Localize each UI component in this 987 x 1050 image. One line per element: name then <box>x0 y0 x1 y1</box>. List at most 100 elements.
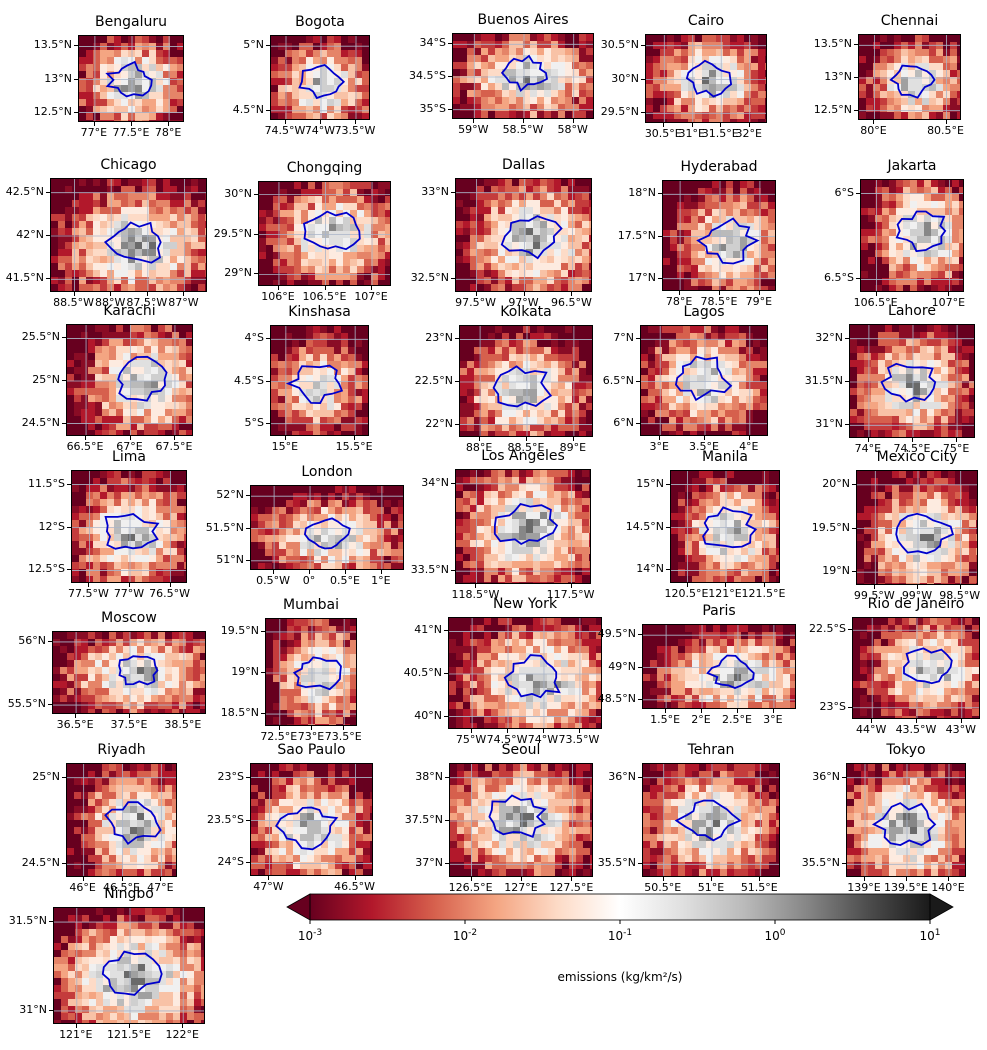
lon-tick-label: 37.5°E <box>110 718 148 731</box>
map-frame <box>265 618 357 726</box>
lat-tick-mark <box>445 820 449 821</box>
lat-tick-label: 5°N <box>243 38 264 52</box>
lat-tick-mark <box>856 192 860 194</box>
lon-tick-mark <box>956 438 958 442</box>
lat-tick-mark <box>48 640 52 642</box>
lon-tick-label: 98.5°W <box>939 589 981 602</box>
lat-tick-label: 14.5°N <box>625 519 664 533</box>
lat-tick-label: 38°N <box>415 769 443 783</box>
lat-tick-mark <box>638 698 642 700</box>
lat-tick-mark <box>845 337 849 339</box>
lon-tick-mark <box>371 286 373 290</box>
lat-tick-mark <box>451 278 455 280</box>
lon-tick-mark <box>906 877 907 881</box>
lon-tick-label: 74°E <box>854 442 882 455</box>
lon-tick-mark <box>748 436 750 440</box>
lat-tick-mark <box>641 44 645 46</box>
city-boundary <box>696 217 760 265</box>
lon-tick-label: 59°W <box>458 123 489 136</box>
city-boundary <box>118 655 159 686</box>
map-frame <box>645 34 767 123</box>
lat-tick-mark <box>451 570 455 572</box>
map-frame <box>66 763 177 877</box>
lon-tick-label: 73.5°W <box>334 124 376 137</box>
lat-tick-mark <box>636 338 640 340</box>
lat-tick-mark <box>856 278 860 280</box>
lat-tick-label: 35°S <box>419 101 446 115</box>
lat-tick-label: 35.5°N <box>597 856 636 870</box>
lat-tick-mark <box>254 273 258 275</box>
map-frame <box>250 763 373 876</box>
lat-tick-mark <box>852 483 856 485</box>
lat-tick-label: 13°N <box>824 70 852 83</box>
lon-tick-label: 107°E <box>931 296 966 309</box>
lon-tick-label: 2°E <box>691 713 711 726</box>
lon-tick-mark <box>873 120 875 124</box>
lat-tick-mark <box>638 776 642 778</box>
colorbar-extend-min <box>286 893 311 921</box>
lon-tick-mark <box>725 583 726 587</box>
lat-tick-label: 51°N <box>216 552 244 566</box>
lon-tick-label: 47°W <box>253 880 284 893</box>
lat-tick-label: 25°N <box>32 373 60 386</box>
lon-tick-label: 66.5°E <box>66 440 104 453</box>
colorbar-label: emissions (kg/km²/s) <box>557 970 683 984</box>
city-title: Riyadh <box>97 742 146 758</box>
lon-tick-label: 31°E <box>678 127 705 140</box>
lon-tick-mark <box>475 292 477 296</box>
city-boundary <box>298 64 346 100</box>
lat-tick-mark <box>246 559 250 561</box>
lat-tick-mark <box>455 338 459 340</box>
lon-tick-mark <box>320 120 321 124</box>
city-title: Mexico City <box>876 449 958 465</box>
lon-tick-label: 77.5°E <box>112 126 150 139</box>
lat-tick-mark <box>842 863 846 865</box>
map-frame <box>50 178 207 292</box>
lon-tick-label: 89°E <box>559 441 587 454</box>
colorbar-extend-max <box>929 893 954 921</box>
emission-map <box>646 35 766 122</box>
lon-tick-mark <box>183 292 185 296</box>
lat-tick-mark <box>451 191 455 193</box>
city-title: Los Angeles <box>481 448 565 464</box>
emission-map <box>67 325 192 435</box>
lon-tick-label: 30.5°E <box>644 127 682 140</box>
city-title: Chicago <box>100 157 157 173</box>
lat-tick-label: 23.5°S <box>207 812 244 826</box>
lon-tick-mark <box>131 122 132 126</box>
city-title: Sao Paulo <box>277 742 346 758</box>
city-title: New York <box>492 596 558 612</box>
lat-tick-label: 36°N <box>608 769 636 783</box>
lat-tick-label: 37.5°N <box>404 813 443 826</box>
lat-tick-mark <box>246 819 250 821</box>
lon-tick-label: 139°E <box>847 881 881 894</box>
emission-map <box>456 470 590 583</box>
lat-tick-label: 55.5°N <box>7 697 46 711</box>
emission-map <box>67 764 176 876</box>
lon-tick-label: 120.5°E <box>664 587 709 600</box>
lat-tick-label: 51.5°N <box>205 520 244 534</box>
city-boundary <box>871 802 937 847</box>
lat-tick-label: 31.5°N <box>8 914 47 928</box>
lat-tick-label: 37°N <box>415 856 443 870</box>
lon-tick-mark <box>763 583 765 587</box>
lat-tick-mark <box>266 422 270 424</box>
lat-tick-mark <box>854 44 858 46</box>
emission-map <box>53 632 205 713</box>
lat-tick-label: 19.5°N <box>811 520 850 534</box>
lon-tick-mark <box>129 1024 130 1028</box>
city-boundary <box>493 502 559 546</box>
lon-tick-mark <box>686 583 688 587</box>
colorbar-tick-label: 100 <box>764 928 786 943</box>
lat-tick-label: 12.5°N <box>813 102 852 116</box>
lat-tick-label: 34°S <box>419 36 446 50</box>
lon-tick-label: 73°E <box>297 730 325 743</box>
lat-tick-mark <box>848 629 852 631</box>
lon-tick-mark <box>759 877 761 881</box>
lon-tick-label: 126.5°E <box>448 881 493 894</box>
lat-tick-mark <box>636 422 640 424</box>
city-boundary <box>895 512 954 555</box>
lon-tick-label: 44°W <box>856 723 887 736</box>
lon-tick-label: 3°E <box>649 440 669 453</box>
lon-tick-mark <box>948 877 949 881</box>
